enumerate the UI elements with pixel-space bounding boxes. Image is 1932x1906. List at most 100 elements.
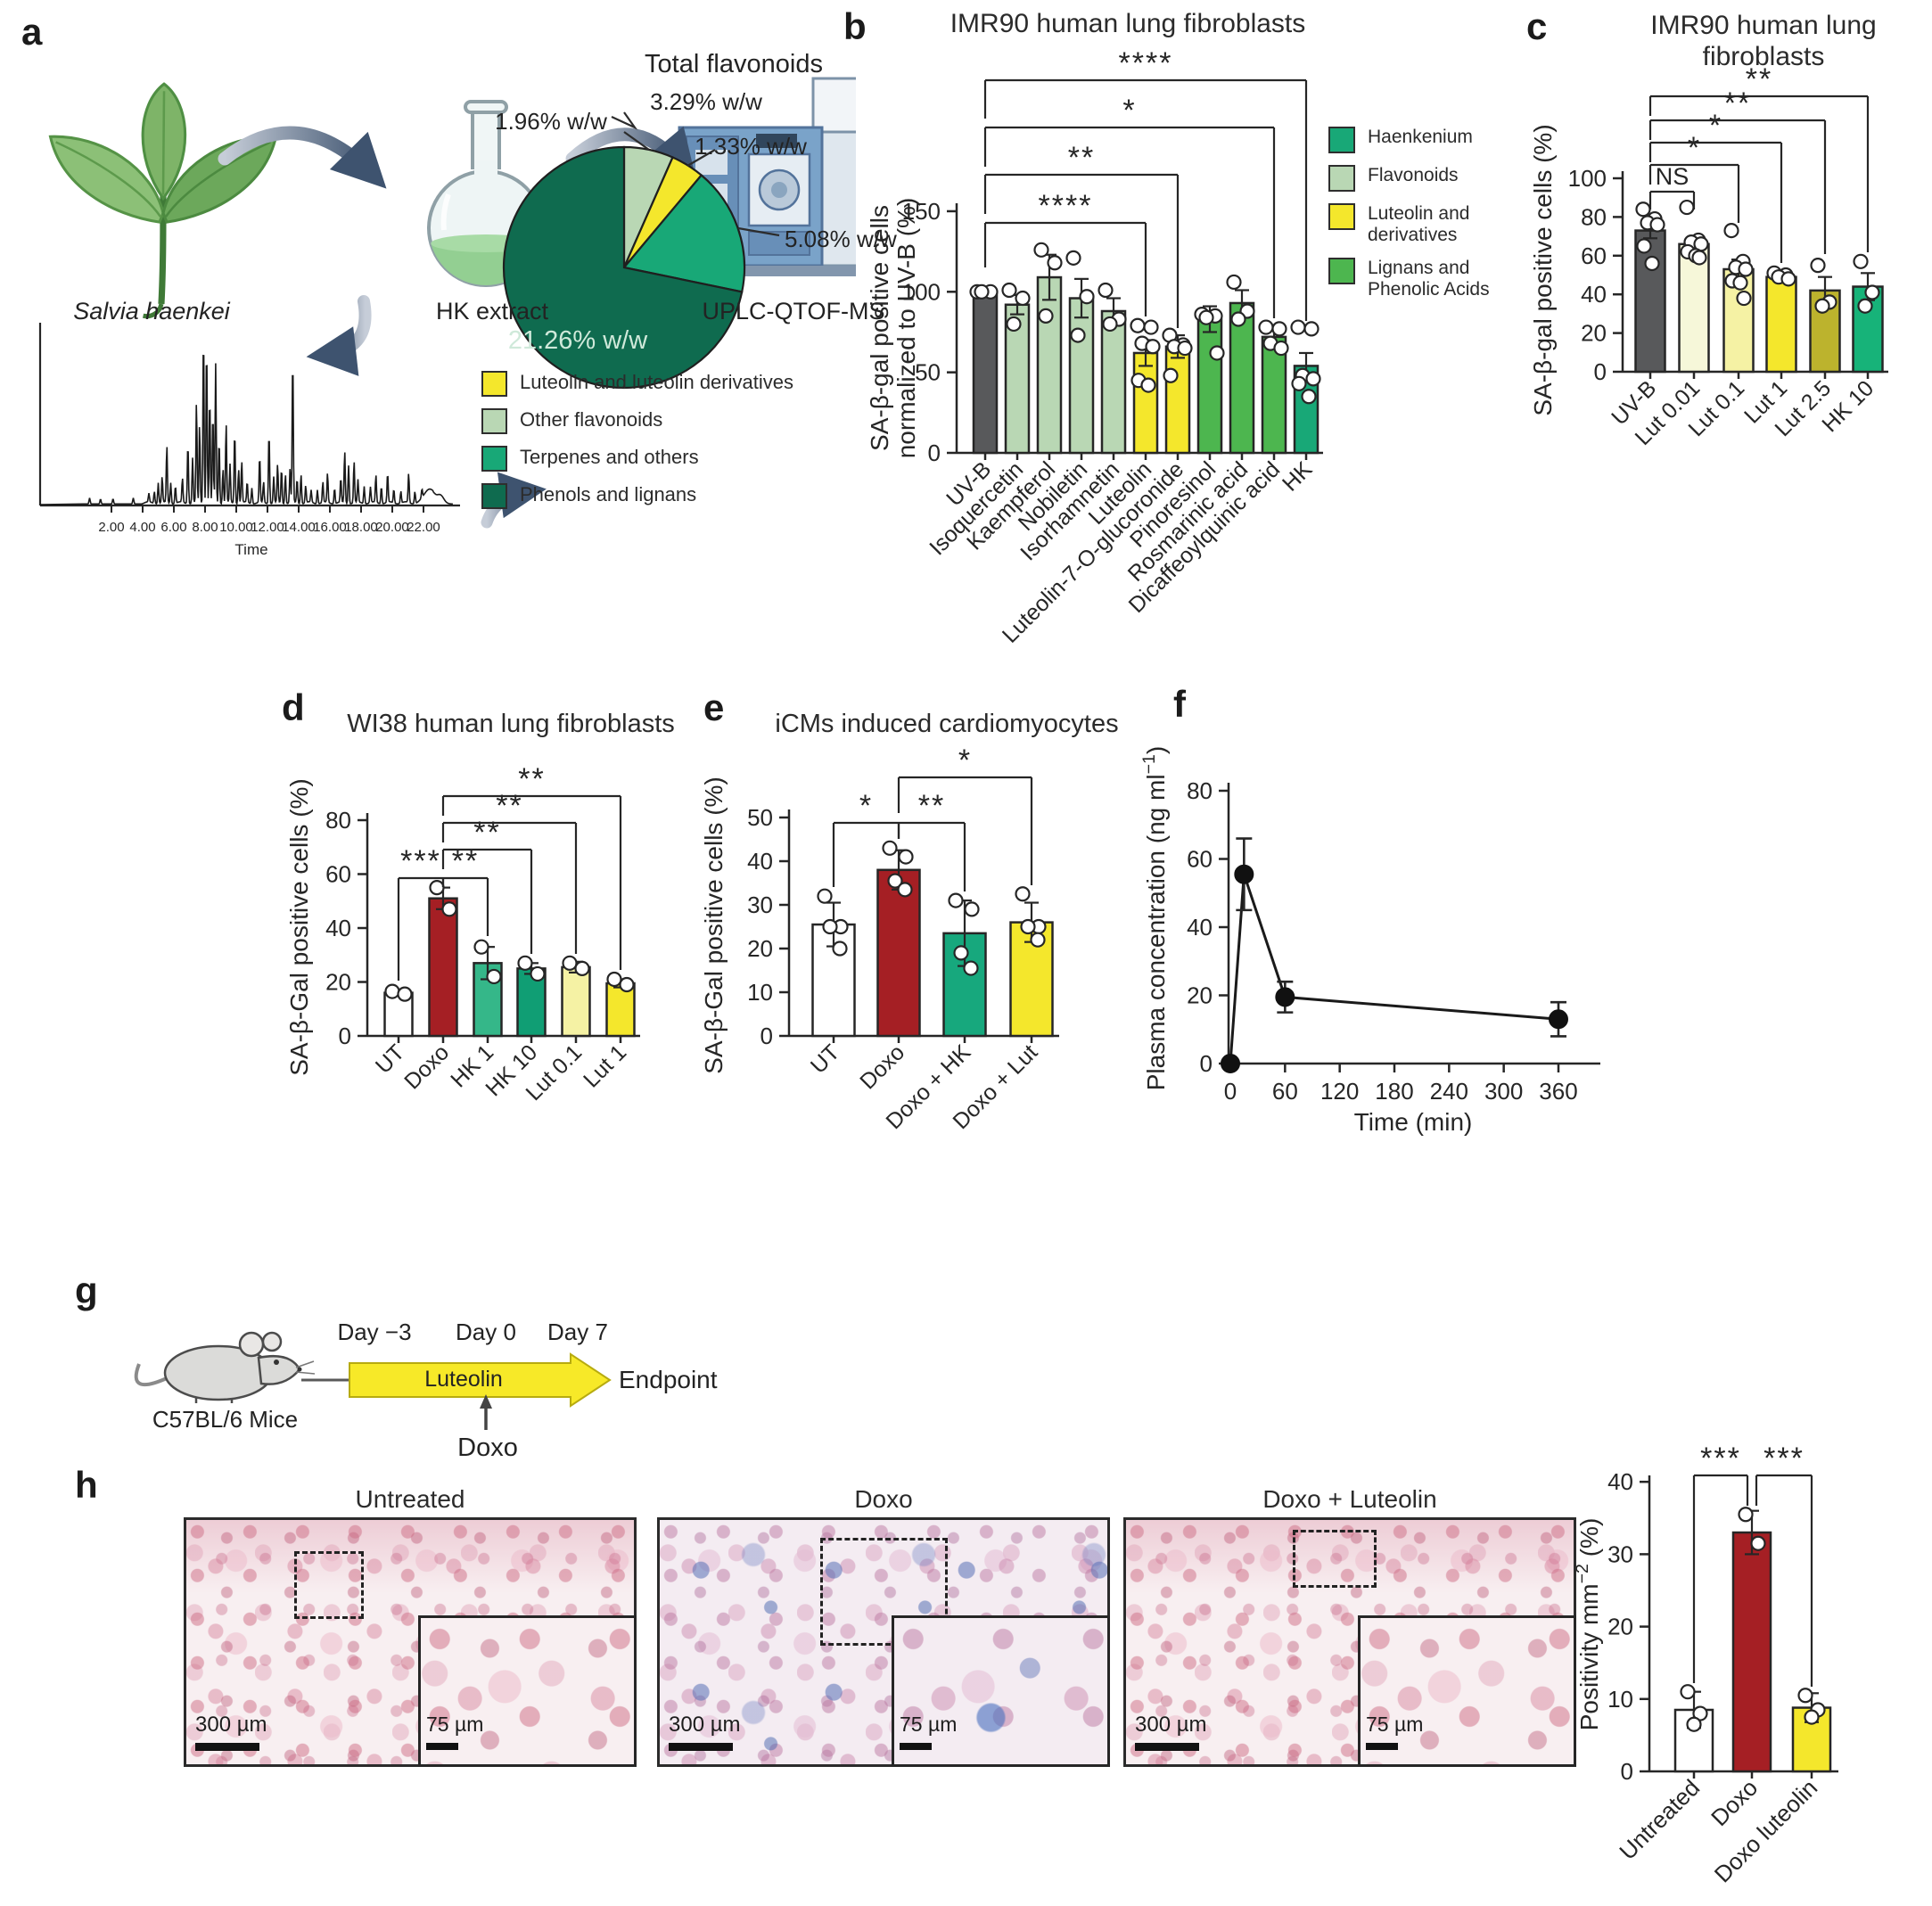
data-point [887,873,903,889]
x-category-label: Untreated [1614,1774,1705,1865]
y-tick-label: 40 [1187,914,1213,941]
data-point [1635,201,1651,218]
data-point [817,888,833,904]
bar-Lut 0.1 [561,965,591,1038]
histology-image-doxo: 300 µm 75 µm [657,1517,1110,1767]
legend-swatch [1328,203,1355,230]
sig-label: NS [1656,163,1689,190]
panel-d-title: WI38 human lung fibroblasts [347,710,675,738]
data-point [953,945,969,961]
extract-label: HK extract [435,298,549,325]
mouse-icon [134,1331,316,1403]
data-point [1130,317,1146,333]
panel-b-title: IMR90 human lung fibroblasts [950,9,1306,38]
legend-item: Luteolin and luteolin derivatives [481,371,847,397]
data-point [1033,242,1049,258]
data-point [619,976,635,993]
y-tick-label: 30 [1607,1540,1633,1567]
scalebar-300um [195,1743,259,1751]
data-point [1143,319,1159,335]
y-tick-label: 0 [760,1023,773,1049]
bar-Luteolin [1132,351,1159,455]
data-point [397,986,413,1002]
data-point [517,955,533,971]
x-tick-label: 360 [1539,1078,1577,1105]
x-tick-label: 20.00 [375,520,409,535]
sig-label: * [859,789,873,823]
data-point [974,283,990,300]
data-point [562,955,578,971]
bar-Rosmarinic acid [1229,301,1255,455]
data-point [1679,199,1695,216]
data-point [1290,319,1306,335]
data-point [1273,340,1289,357]
x-tick-label: 22.00 [407,520,440,535]
legend-swatch [1328,165,1355,192]
data-point [1038,308,1054,325]
y-tick-label: 10 [747,979,773,1006]
bar-Nobiletin [1068,297,1095,455]
scalebar-label-75um: 75 µm [426,1713,484,1736]
data-point [1234,864,1254,884]
panel-e-title: iCMs induced cardiomyocytes [775,710,1119,738]
y-tick-label: 0 [339,1023,351,1049]
y-axis-label: SA-β-gal positive cells [866,205,893,451]
y-tick-label: 20 [325,969,351,996]
data-point [1079,289,1095,305]
bar-Lut 1 [1765,275,1797,374]
panel-letter-a: a [21,11,43,53]
pie-label-phenols: 21.26% w/w [507,326,648,355]
legend-item: Flavonoids [1328,165,1542,192]
data-point [1047,255,1063,271]
sig-label: * [958,744,972,777]
pie-label-other-flavonoids: 1.96% w/w [495,108,607,135]
chromatogram: 2.00 4.00 6.00 8.00 10.0012.0014.0016.0018.0… [38,323,460,558]
data-point [1226,274,1242,291]
y-tick-label: 40 [325,915,351,941]
pie-legend: Luteolin and luteolin derivatives Other f… [481,371,847,521]
y-tick-label: 80 [1581,203,1607,230]
data-point [1857,298,1873,314]
legend-item: Terpenes and others [481,446,847,472]
bar-Doxo [876,868,921,1038]
sig-label: ** [1746,62,1772,96]
data-point [1065,250,1081,266]
data-point [1797,1688,1813,1704]
y-tick-label: 0 [1200,1050,1213,1077]
data-point [606,971,622,988]
legend-item: Lignans and Phenolic Acids [1328,258,1542,300]
data-point [1001,282,1017,299]
pie-label-terpenes: 5.08% w/w [785,226,897,252]
x-tick-label: 240 [1430,1078,1468,1105]
y-tick-label: 60 [1581,242,1607,269]
data-point [1649,217,1665,233]
x-tick-label: 60 [1272,1078,1298,1105]
instrument-label: UPLC-QTOF-MS [702,298,885,325]
y-tick-label: 20 [747,935,773,962]
sig-label: ** [518,762,545,796]
day-minus3-label: Day −3 [337,1319,412,1345]
y-axis-label: SA-β-Gal positive cells (%) [700,776,728,1074]
legend-label: Phenols and lignans [520,483,697,505]
data-point [832,941,848,957]
arrow-instrument-to-chromatogram [306,295,372,376]
plant-label: Salvia haenkei [73,298,230,325]
data-point [1691,250,1707,266]
panel-letter-e: e [703,686,725,728]
legend-item: Luteolin and derivatives [1328,203,1542,246]
luteolin-bar-label: Luteolin [424,1367,503,1392]
data-point [1810,258,1826,274]
data-point [574,960,590,976]
data-point [898,849,914,865]
histology-title-doxo-luteolin: Doxo + Luteolin [1262,1485,1437,1513]
legend-label: Flavonoids [1368,165,1459,185]
data-point [964,901,980,917]
x-tick-label: 300 [1484,1078,1523,1105]
data-point [1738,261,1754,277]
y-axis-label: SA-β-Gal positive cells (%) [285,778,313,1076]
panel-letter-f: f [1173,683,1186,725]
pie-title: Total flavonoids [645,50,823,78]
data-point [1548,1009,1568,1030]
